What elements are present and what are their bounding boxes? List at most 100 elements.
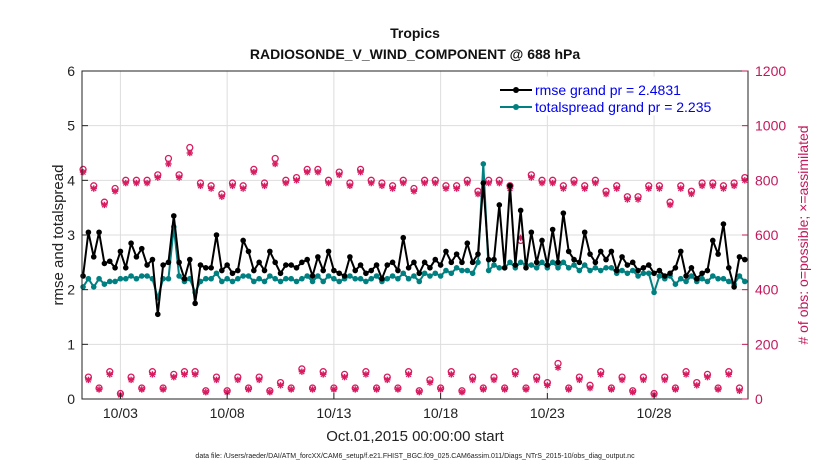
rmse-point (203, 265, 209, 271)
spread-point (491, 262, 497, 268)
rmse-point (651, 270, 657, 277)
rmse-point (571, 256, 577, 263)
rmse-point (229, 270, 236, 277)
obs-assimilated-marker (698, 182, 706, 189)
obs-assimilated-marker (725, 371, 732, 378)
rmse-point (299, 259, 305, 266)
spread-point (448, 270, 455, 277)
obs-assimilated-marker (533, 376, 540, 384)
obs-assimilated-marker (416, 388, 423, 396)
rmse-point (160, 262, 166, 268)
rmse-point (549, 226, 556, 233)
rmse-point (704, 267, 711, 274)
rmse-point (587, 251, 593, 257)
rmse-point (544, 262, 551, 268)
obs-assimilated-marker (245, 386, 252, 393)
obs-assimilated-marker (490, 376, 498, 384)
rmse-point (688, 265, 695, 271)
spread-point (528, 262, 535, 268)
rmse-point (512, 262, 519, 268)
spread-point (480, 161, 487, 167)
right-axis-label: # of obs: o=possible; ×=assimilated (795, 125, 811, 344)
rmse-point (416, 270, 423, 277)
obs-assimilated-marker (127, 376, 135, 384)
spread-point (112, 278, 118, 285)
rmse-point (613, 267, 620, 274)
spread-point (368, 275, 375, 282)
obs-assimilated-marker (101, 201, 108, 209)
y-tick-label: 1 (67, 336, 75, 352)
spread-point (496, 265, 503, 271)
spread-point (106, 278, 113, 285)
obs-assimilated-marker (682, 371, 690, 378)
obs-assimilated-marker (474, 190, 482, 198)
spread-point (325, 273, 332, 279)
obs-assimilated-marker (261, 182, 268, 189)
spread-point (240, 273, 246, 279)
obs-assimilated-marker (330, 386, 338, 393)
obs-assimilated-marker (432, 179, 439, 187)
spread-point (411, 273, 417, 279)
obs-possible-marker (271, 154, 279, 163)
rmse-point (384, 262, 391, 268)
left-axis-label: rmse and totalspread (50, 165, 67, 306)
spread-point (485, 267, 492, 274)
spread-point (571, 262, 577, 268)
legend-rmse-marker (513, 87, 519, 93)
spread-point (608, 265, 615, 271)
obs-assimilated-marker (496, 179, 503, 187)
rmse-point (331, 267, 337, 274)
rmse-point (304, 256, 311, 263)
obs-assimilated-marker (586, 384, 594, 392)
y-tick-label: 2 (67, 282, 75, 298)
rmse-point (528, 229, 535, 236)
obs-assimilated-marker (266, 388, 274, 396)
obs-assimilated-marker (736, 387, 743, 394)
obs-assimilated-marker (373, 386, 380, 393)
rmse-point (581, 229, 588, 236)
rmse-point (405, 265, 412, 271)
obs-assimilated-marker (709, 182, 716, 189)
obs-assimilated-marker (560, 185, 567, 192)
rmse-point (411, 259, 417, 266)
rmse-point (555, 259, 561, 266)
spread-point (315, 273, 321, 279)
obs-assimilated-marker (554, 364, 562, 371)
spread-point (101, 281, 108, 288)
obs-assimilated-marker (469, 376, 476, 384)
right-tick-label: 1000 (755, 118, 786, 134)
spread-point (699, 275, 705, 282)
obs-assimilated-marker (629, 388, 636, 396)
obs-assimilated-marker (645, 185, 652, 192)
obs-assimilated-marker (528, 174, 535, 181)
obs-assimilated-marker (325, 179, 332, 187)
rmse-point (672, 265, 679, 271)
rmse-point (80, 273, 86, 279)
x-axis-label: Oct.01,2015 00:00:00 start (326, 428, 504, 445)
obs-assimilated-marker (341, 373, 348, 381)
spread-point (363, 278, 369, 285)
obs-assimilated-marker (394, 386, 402, 393)
spread-point (592, 265, 599, 271)
obs-assimilated-marker (661, 376, 668, 384)
spread-point (331, 275, 337, 282)
right-tick-label: 1200 (755, 63, 786, 79)
spread-point (453, 265, 460, 271)
rmse-point (464, 240, 471, 246)
obs-assimilated-marker (677, 185, 684, 192)
obs-assimilated-marker (597, 371, 604, 378)
spread-point (507, 259, 513, 266)
rmse-point (341, 273, 348, 279)
rmse-point (144, 262, 150, 268)
spread-point (122, 275, 129, 282)
spread-point (587, 267, 593, 274)
rmse-point (154, 311, 161, 318)
obs-assimilated-marker (720, 185, 727, 192)
obs-assimilated-marker (538, 179, 546, 187)
rmse-point (112, 265, 118, 271)
obs-assimilated-marker (170, 373, 177, 381)
obs-assimilated-marker (389, 185, 396, 192)
obs-assimilated-marker (293, 177, 300, 184)
obs-assimilated-marker (250, 168, 258, 176)
obs-assimilated-marker (346, 182, 354, 189)
